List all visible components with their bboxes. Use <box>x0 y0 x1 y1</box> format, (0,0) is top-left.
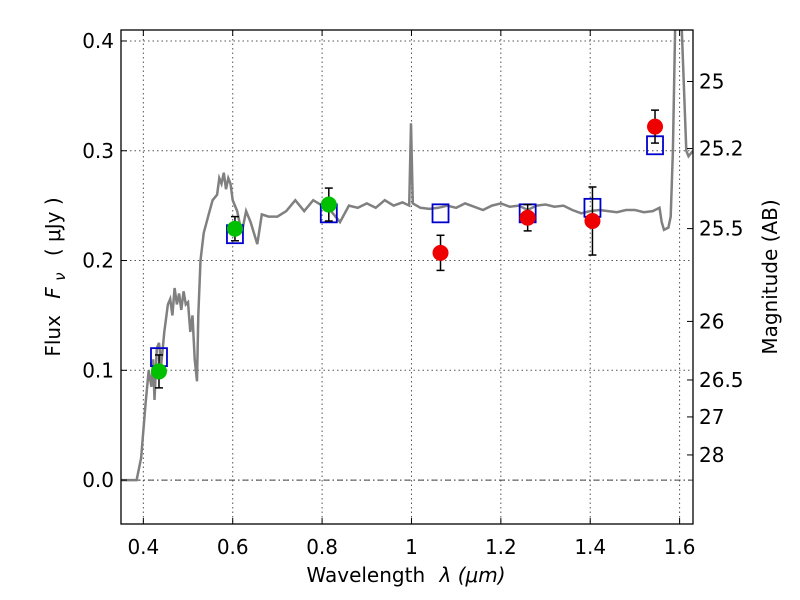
x-tick-label: 1.2 <box>485 535 517 559</box>
y-tick-label: 0.2 <box>82 249 114 273</box>
sed-model-line-tail <box>680 30 693 159</box>
plot-frame <box>120 29 694 525</box>
green-flux-point <box>226 220 243 237</box>
y2-tick-label: 25.5 <box>699 217 744 241</box>
y2-tick-label: 27 <box>699 405 724 429</box>
x-tick-label: 1.4 <box>574 535 606 559</box>
x-tick-label: 0.6 <box>217 535 249 559</box>
x-tick-label: 1 <box>405 535 418 559</box>
y2-tick-label: 26 <box>699 309 724 333</box>
red-flux-point <box>432 244 449 261</box>
y2-tick-label: 28 <box>699 443 724 467</box>
x-tick-label: 0.4 <box>127 535 159 559</box>
y-axis-label-sub: ν <box>51 272 69 280</box>
x-tick-label: 0.8 <box>306 535 338 559</box>
green-flux-point <box>320 196 337 213</box>
y2-tick-label: 26.5 <box>699 368 744 392</box>
grid <box>121 30 693 524</box>
y2-tick-label: 25.2 <box>699 137 744 161</box>
model-flux-square <box>431 203 450 224</box>
x-axis-label-text: Wavelength <box>306 563 425 587</box>
y-axis-label-unit: ( μJy ) <box>41 197 65 256</box>
y2-axis-label: Magnitude (AB) <box>758 199 782 354</box>
y-tick-label: 0.4 <box>82 29 114 53</box>
y-tick-label: 0.1 <box>82 358 114 382</box>
y-axis-label-math: F <box>41 287 65 299</box>
y2-tick-label: 25 <box>699 70 724 94</box>
red-flux-point <box>584 213 601 230</box>
y-tick-label: 0.3 <box>82 139 114 163</box>
x-axis-label-math: λ (μm) <box>439 563 506 587</box>
data-points <box>150 109 664 389</box>
green-flux-point <box>150 363 167 380</box>
x-tick-label: 1.6 <box>664 535 696 559</box>
y-tick-label: 0.0 <box>82 468 114 492</box>
y-axis-label: Flux F ν ( μJy ) <box>41 197 70 356</box>
ticks: 0.4 0.6 0.8 1 1.2 1.4 1.6 0.0 0.1 0.2 0.3 0.4 25 25.2… <box>82 29 743 559</box>
sed-model-line <box>121 30 677 482</box>
x-axis-label: Wavelength λ (μm) <box>306 563 505 587</box>
y-axis-label-text: Flux <box>41 315 65 357</box>
red-flux-point <box>519 209 536 226</box>
red-flux-point <box>647 118 664 135</box>
